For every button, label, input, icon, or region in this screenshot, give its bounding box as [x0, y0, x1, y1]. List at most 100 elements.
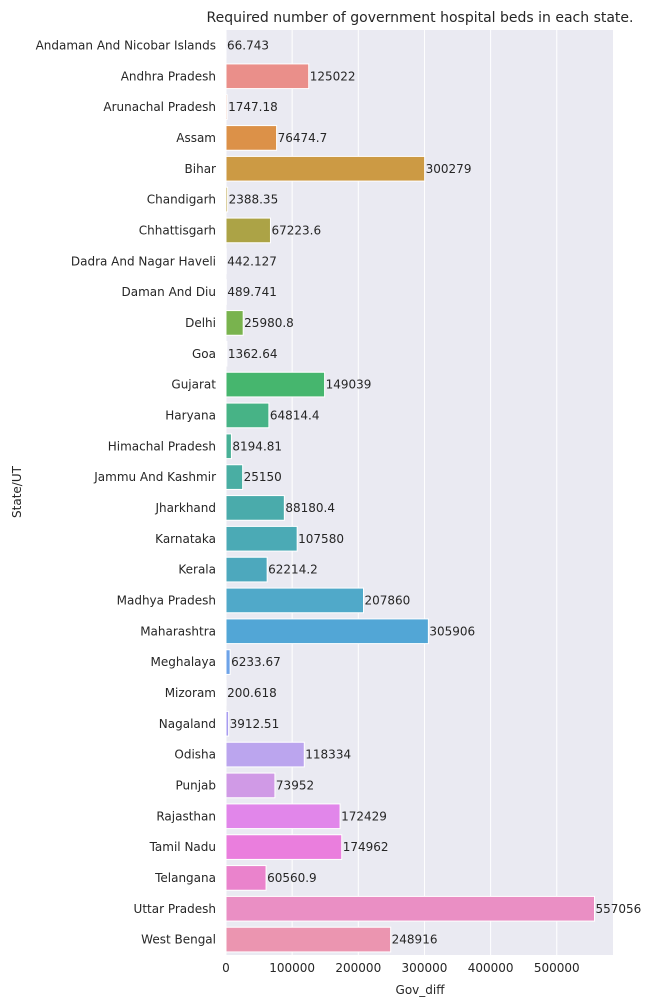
bar [225, 525, 298, 552]
category-label: Assam [176, 131, 216, 145]
value-label: 25150 [244, 470, 282, 484]
category-label: Delhi [185, 316, 216, 330]
category-label: Karnataka [155, 532, 216, 546]
x-tick-label: 500000 [534, 961, 580, 975]
category-label: Bihar [185, 162, 217, 176]
category-label: Jharkhand [154, 501, 216, 515]
chart-title: Required number of government hospital b… [207, 10, 634, 26]
bar [225, 94, 228, 120]
bar [225, 865, 267, 891]
bar [225, 618, 429, 645]
value-label: 125022 [310, 69, 356, 83]
category-label: Chandigarh [147, 193, 216, 207]
category-label: Haryana [165, 408, 216, 422]
category-label: Kerala [178, 563, 216, 577]
x-tick-labels: 0 100000 200000 300000 400000 500000 [222, 961, 579, 975]
category-label: Goa [192, 347, 216, 361]
bar [225, 310, 244, 336]
gridlines [225, 30, 558, 955]
category-label: Rajasthan [156, 809, 216, 823]
plot-area [226, 30, 613, 955]
bar [225, 433, 232, 460]
bar [225, 495, 285, 521]
x-tick-label: 400000 [468, 961, 514, 975]
value-label: 557056 [596, 902, 642, 916]
value-label: 67223.6 [271, 223, 321, 237]
bar [225, 926, 392, 953]
category-label: Uttar Pradesh [134, 902, 216, 916]
category-label: Andaman And Nicobar Islands [36, 38, 216, 52]
bar [225, 155, 426, 182]
category-label: Mizoram [165, 686, 216, 700]
value-label: 305906 [429, 624, 475, 638]
bars [225, 32, 596, 953]
category-label: Gujarat [171, 378, 216, 392]
value-label: 172429 [341, 809, 387, 823]
category-label: Himachal Pradesh [108, 439, 216, 453]
x-tick-label: 200000 [335, 961, 381, 975]
bar [225, 895, 596, 922]
bar [225, 587, 365, 614]
value-label: 3912.51 [230, 717, 280, 731]
category-label: Arunachal Pradesh [103, 100, 216, 114]
bar [225, 772, 276, 799]
value-label: 2388.35 [229, 193, 279, 207]
value-label: 6233.67 [231, 655, 281, 669]
bar [225, 186, 229, 213]
bar [225, 464, 244, 490]
bar [225, 741, 305, 768]
category-label: Chhattisgarh [139, 223, 216, 237]
value-label: 118334 [305, 748, 351, 762]
y-axis-title: State/UT [10, 465, 24, 518]
bar [225, 125, 278, 151]
value-label: 207860 [365, 593, 411, 607]
category-label: Maharashtra [140, 624, 216, 638]
value-label: 248916 [392, 933, 438, 947]
value-label: 62214.2 [268, 563, 318, 577]
bar [225, 371, 326, 398]
value-label: 76474.7 [278, 131, 328, 145]
value-label: 300279 [426, 162, 472, 176]
category-label: Odisha [174, 748, 216, 762]
value-label: 489.741 [227, 285, 277, 299]
category-label: Meghalaya [151, 655, 216, 669]
category-label: Punjab [175, 778, 216, 792]
bar [225, 63, 310, 90]
bar [225, 710, 230, 737]
bar [225, 217, 271, 244]
value-label: 1747.18 [228, 100, 278, 114]
value-label: 64814.4 [270, 408, 320, 422]
category-label: Madhya Pradesh [117, 593, 216, 607]
bar [225, 556, 268, 583]
value-label: 60560.9 [267, 871, 317, 885]
value-label: 174962 [343, 840, 389, 854]
value-label: 73952 [276, 778, 314, 792]
category-label: Daman And Diu [122, 285, 216, 299]
value-label: 25980.8 [244, 316, 294, 330]
category-label: West Bengal [141, 933, 216, 947]
category-label: Nagaland [159, 717, 216, 731]
value-label: 66.743 [227, 38, 269, 52]
x-tick-label: 100000 [269, 961, 315, 975]
x-tick-label: 0 [222, 961, 230, 975]
value-label: 442.127 [227, 254, 277, 268]
value-labels: 66.743 125022 1747.18 76474.7 300279 2388.35 6… [227, 38, 641, 946]
value-label: 107580 [298, 532, 344, 546]
value-label: 8194.81 [232, 439, 282, 453]
bar [225, 834, 343, 860]
x-axis-title: Gov_diff [396, 983, 446, 997]
value-label: 88180.4 [285, 501, 335, 515]
category-label: Tamil Nadu [149, 840, 216, 854]
bar [225, 340, 228, 367]
value-label: 149039 [326, 378, 372, 392]
value-label: 1362.64 [228, 347, 278, 361]
x-tick-label: 300000 [402, 961, 448, 975]
category-label: Andhra Pradesh [121, 69, 216, 83]
category-label: Telangana [154, 871, 216, 885]
category-label: Dadra And Nagar Haveli [71, 254, 216, 268]
category-label: Jammu And Kashmir [93, 470, 216, 484]
bar [225, 803, 341, 830]
bar [225, 402, 270, 429]
category-labels: Andaman And Nicobar Islands Andhra Prades… [36, 38, 217, 946]
